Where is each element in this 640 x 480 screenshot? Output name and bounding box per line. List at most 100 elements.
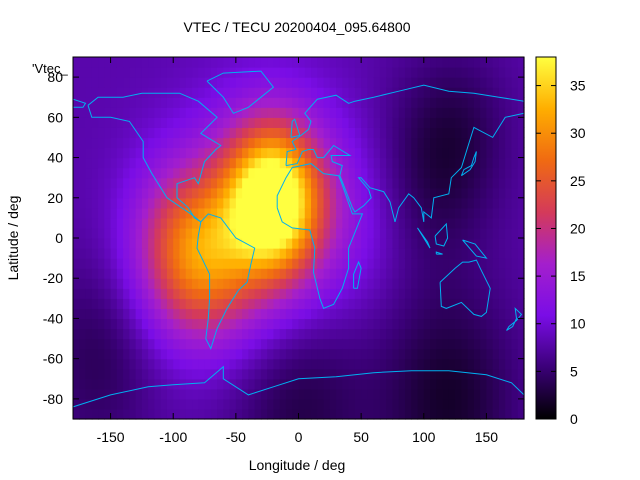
heatmap-cell [110,268,118,279]
heatmap-cell [398,137,406,149]
heatmap-cell [98,137,105,149]
heatmap-cell [166,238,174,249]
heatmap-cell [386,358,394,370]
heatmap-cell [73,97,80,108]
heatmap-cell [135,57,143,68]
heatmap-cell [317,238,325,249]
heatmap-cell [373,217,381,229]
heatmap-cell [179,87,187,98]
heatmap-cell [129,358,137,370]
heatmap-cell [210,77,218,88]
heatmap-cell [185,308,193,320]
heatmap-cell [398,67,406,78]
heatmap-cell [473,328,481,340]
heatmap-cell [392,117,400,128]
heatmap-cell [379,167,387,179]
heatmap-cell [79,107,87,118]
heatmap-cell [235,117,243,128]
heatmap-cell [423,328,431,340]
heatmap-cell [473,227,481,239]
heatmap-cell [411,328,419,340]
heatmap-cell [511,328,519,340]
heatmap-cell [173,348,181,360]
heatmap-cell [148,238,156,249]
heatmap-cell [223,207,231,219]
heatmap-cell [85,338,93,350]
heatmap-cell [473,338,481,350]
heatmap-cell [480,167,488,179]
heatmap-cell [386,67,394,78]
heatmap-cell [292,87,300,98]
heatmap-cell [517,408,525,420]
heatmap-cell [91,278,99,289]
heatmap-cell [273,127,281,139]
heatmap-cell [442,57,450,68]
heatmap-cell [342,87,350,98]
heatmap-cell [373,127,381,139]
heatmap-cell [448,328,456,340]
heatmap-cell [254,77,262,88]
heatmap-cell [135,187,143,199]
heatmap-cell [467,77,475,88]
heatmap-cell [430,278,437,289]
heatmap-cell [498,57,506,68]
heatmap-cell [154,57,162,68]
heatmap-cell [210,187,218,199]
heatmap-cell [229,207,237,219]
heatmap-cell [179,238,187,249]
y-tick-label: -60 [43,351,63,367]
heatmap-cell [461,217,469,229]
heatmap-cell [430,207,437,219]
heatmap-cell [154,378,162,390]
heatmap-cell [129,348,137,360]
heatmap-cell [430,157,437,169]
heatmap-cell [260,187,268,199]
heatmap-cell [361,308,368,320]
heatmap-cell [486,248,494,259]
heatmap-cell [311,207,318,219]
heatmap-cell [517,147,525,159]
heatmap-cell [473,197,481,209]
heatmap-cell [517,187,525,199]
heatmap-cell [73,207,80,219]
heatmap-cell [336,67,343,78]
heatmap-cell [411,318,419,330]
heatmap-cell [141,368,149,380]
heatmap-cell [404,248,412,259]
heatmap-cell [404,87,412,98]
heatmap-cell [148,127,156,139]
heatmap-cell [379,408,387,420]
heatmap-cell [317,308,325,320]
heatmap-cell [129,77,137,88]
heatmap-cell [198,57,206,68]
heatmap-cell [141,318,149,330]
heatmap-cell [417,388,425,400]
heatmap-cell [342,348,350,360]
heatmap-cell [279,127,287,139]
heatmap-cell [505,238,513,249]
heatmap-cell [511,308,519,320]
heatmap-cell [373,157,381,169]
heatmap-cell [160,87,168,98]
heatmap-cell [448,278,456,289]
heatmap-cell [267,137,275,149]
heatmap-cell [129,157,137,169]
heatmap-cell [273,67,281,78]
heatmap-cell [404,238,412,249]
heatmap-cell [85,378,93,390]
heatmap-cell [279,238,287,249]
heatmap-cell [417,338,425,350]
heatmap-cell [217,278,224,289]
heatmap-cell [204,127,212,139]
heatmap-cell [498,77,506,88]
heatmap-cell [498,87,506,98]
heatmap-cell [323,97,331,108]
heatmap-cell [317,77,325,88]
heatmap-cell [154,227,162,239]
heatmap-cell [173,368,181,380]
heatmap-cell [185,77,193,88]
heatmap-cell [492,97,500,108]
heatmap-cell [248,338,256,350]
heatmap-cell [129,388,137,400]
heatmap-cell [154,358,162,370]
